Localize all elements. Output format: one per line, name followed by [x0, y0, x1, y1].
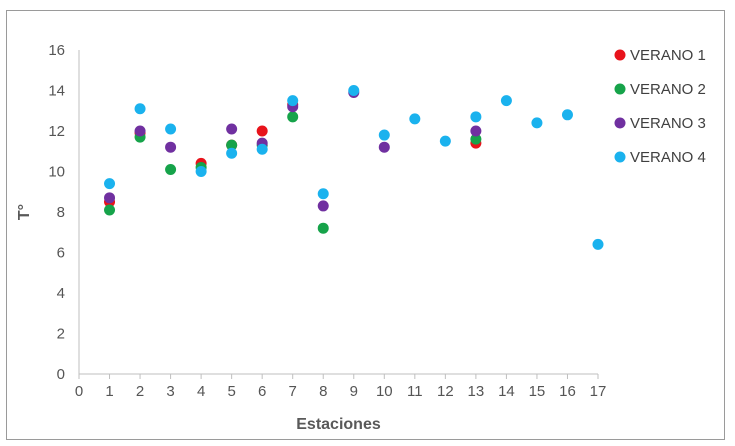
data-point	[378, 141, 390, 153]
data-point	[256, 143, 268, 155]
legend: VERANO 1 VERANO 2 VERANO 3 VERANO 4	[614, 47, 706, 166]
data-point	[226, 147, 238, 159]
data-point	[287, 95, 299, 107]
data-point	[317, 222, 329, 234]
legend-label: VERANO 4	[630, 149, 706, 166]
data-point	[592, 238, 604, 250]
legend-marker	[614, 117, 626, 129]
x-tick-label: 16	[559, 383, 576, 400]
x-tick-label: 6	[258, 383, 266, 400]
legend-label: VERANO 1	[630, 47, 706, 64]
data-point	[409, 113, 421, 125]
data-point	[104, 178, 116, 190]
data-point	[561, 109, 573, 121]
data-point	[531, 117, 543, 129]
y-tick-label: 8	[57, 204, 65, 221]
y-tick-label: 16	[48, 42, 65, 59]
data-point	[500, 95, 512, 107]
x-tick-label: 3	[166, 383, 174, 400]
data-point	[134, 103, 146, 115]
data-point	[165, 163, 177, 175]
x-tick-label: 4	[197, 383, 205, 400]
x-tick-label: 0	[75, 383, 83, 400]
y-axis-title: T°	[16, 204, 33, 220]
series-verano-3	[104, 87, 482, 212]
x-tick-label: 10	[376, 383, 393, 400]
x-tick-label: 5	[227, 383, 235, 400]
legend-marker	[614, 49, 626, 61]
x-axis-title: Estaciones	[296, 416, 381, 433]
x-tick-label: 13	[468, 383, 485, 400]
data-point	[470, 133, 482, 145]
data-point	[104, 204, 116, 216]
x-tick-label: 8	[319, 383, 327, 400]
data-point	[317, 188, 329, 200]
legend-marker	[614, 151, 626, 163]
y-tick-label: 2	[57, 326, 65, 343]
legend-marker	[614, 83, 626, 95]
data-point	[165, 123, 177, 135]
data-point	[348, 85, 360, 96]
data-point	[134, 125, 146, 137]
data-point	[256, 125, 268, 137]
y-tick-label: 0	[57, 366, 65, 383]
data-point	[439, 135, 451, 147]
x-tick-label: 15	[529, 383, 546, 400]
data-point	[470, 111, 482, 123]
data-point	[378, 129, 390, 141]
x-tick-label: 7	[289, 383, 297, 400]
legend-label: VERANO 2	[630, 81, 706, 98]
x-tick-label: 12	[437, 383, 454, 400]
x-tick-label: 9	[350, 383, 358, 400]
x-tick-label: 1	[105, 383, 113, 400]
y-tick-label: 12	[48, 123, 65, 140]
scatter-chart: 0 1 2 3 4 5 6 7 8 9 10 11 12 13 14 15 16 170246810121416 …	[16, 42, 706, 433]
data-point	[226, 139, 238, 151]
data-point	[226, 123, 238, 135]
series-verano-4	[104, 85, 604, 250]
y-tick-label: 10	[48, 164, 65, 181]
legend-label: VERANO 3	[630, 115, 706, 132]
data-point	[165, 141, 177, 153]
data-point	[287, 111, 299, 123]
data-points	[104, 85, 604, 250]
data-point	[317, 200, 329, 212]
data-point	[104, 192, 116, 204]
y-tick-label: 14	[48, 83, 65, 100]
y-tick-label: 6	[57, 245, 65, 262]
x-tick-label: 14	[498, 383, 515, 400]
data-point	[470, 125, 482, 137]
axes	[78, 50, 599, 379]
x-tick-label: 2	[136, 383, 144, 400]
chart-frame: 0 1 2 3 4 5 6 7 8 9 10 11 12 13 14 15 16 17 0 2 4 6 8 10 12 14 16 …	[6, 10, 725, 440]
y-tick-label: 4	[57, 285, 65, 302]
x-tick-label: 11	[407, 383, 423, 400]
series-verano-2	[104, 111, 482, 234]
data-point	[195, 166, 207, 177]
x-tick-label: 17	[590, 383, 607, 400]
